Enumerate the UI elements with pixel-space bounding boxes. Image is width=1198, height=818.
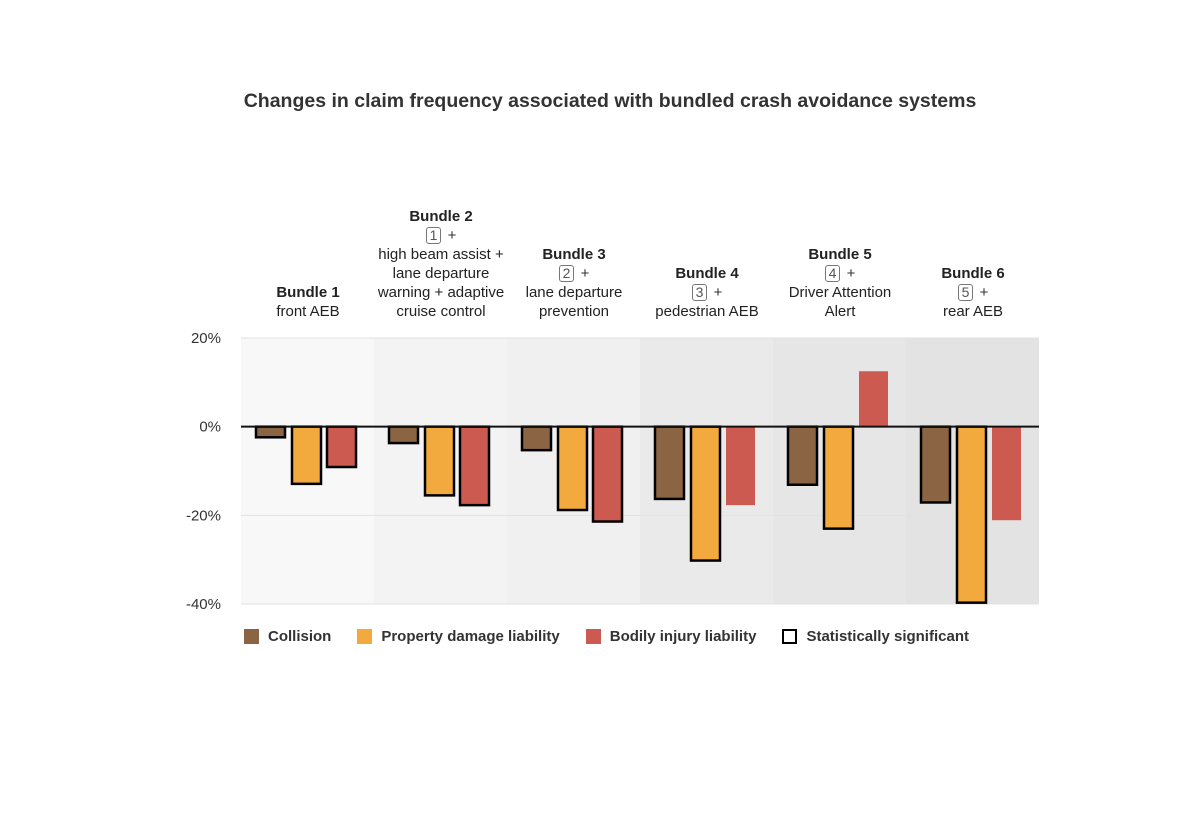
bundle-ref-number: 4 — [824, 265, 841, 282]
legend-item: Bodily injury liability — [585, 628, 757, 645]
plus-sign: + — [443, 227, 457, 244]
bar — [653, 425, 686, 501]
plus-sign: + — [842, 265, 856, 282]
bar — [822, 425, 855, 530]
bar — [387, 425, 420, 445]
bundle-ref-number: 1 — [425, 227, 442, 244]
bundle-name: Bundle 2 — [409, 208, 473, 225]
bar — [325, 425, 358, 469]
chart-title: Changes in claim frequency associated wi… — [243, 90, 977, 112]
bundle-description: rear AEB — [942, 303, 1004, 320]
y-tick-label: -40% — [186, 596, 221, 613]
legend-swatch — [244, 629, 259, 644]
plus-sign: + — [709, 284, 723, 301]
bundle-reference: 3 + — [640, 283, 774, 302]
legend: Collision Property damage liability Bodily… — [244, 628, 995, 645]
bar — [726, 426, 755, 506]
bundle-name: Bundle 5 — [808, 246, 872, 263]
legend-item: Property damage liability — [357, 628, 560, 645]
legend-label: Statistically significant — [806, 628, 969, 645]
y-tick-label: 0% — [199, 419, 221, 436]
bar — [423, 425, 456, 497]
legend-label: Property damage liability — [381, 628, 560, 645]
bar — [520, 425, 553, 452]
bar — [786, 425, 819, 486]
plus-sign: + — [576, 265, 590, 282]
bundle-description: lane departure prevention — [525, 284, 623, 320]
bar — [458, 425, 491, 507]
bundle-name: Bundle 3 — [542, 246, 606, 263]
legend-item: Collision — [244, 628, 331, 645]
bundle-ref-number: 3 — [691, 284, 708, 301]
bundle-description: high beam assist + lane departure warnin… — [377, 246, 505, 320]
y-tick-label: -20% — [186, 507, 221, 524]
legend-swatch — [585, 629, 601, 644]
bar — [955, 425, 988, 604]
bundle-reference: 2 + — [507, 264, 641, 283]
legend-item: Statistically significant — [782, 628, 969, 645]
bundle-header: Bundle 1 front AEB — [241, 283, 375, 321]
bundle-name: Bundle 1 — [276, 284, 340, 301]
bundle-description: Driver Attention Alert — [788, 284, 892, 320]
bar — [290, 425, 323, 486]
plus-sign: + — [975, 284, 989, 301]
bundle-reference: 5 + — [906, 283, 1040, 302]
bundle-name: Bundle 6 — [941, 265, 1005, 282]
legend-swatch — [357, 629, 373, 644]
bundle-description: pedestrian AEB — [655, 303, 759, 320]
bundle-ref-number: 2 — [558, 265, 575, 282]
y-tick-label: 20% — [191, 330, 221, 347]
bar — [556, 425, 589, 512]
bundle-name: Bundle 4 — [675, 265, 739, 282]
bar — [859, 371, 888, 427]
bundle-ref-number: 5 — [957, 284, 974, 301]
bar — [689, 425, 722, 562]
bar — [992, 426, 1021, 521]
bundle-reference: 1 + — [374, 226, 508, 245]
legend-swatch — [782, 629, 798, 644]
bar — [254, 425, 287, 439]
bar — [591, 425, 624, 523]
bar — [919, 425, 952, 504]
bundle-description: front AEB — [276, 303, 340, 320]
bundle-reference: 4 + — [773, 264, 907, 283]
legend-label: Bodily injury liability — [609, 628, 757, 645]
legend-label: Collision — [268, 628, 332, 645]
